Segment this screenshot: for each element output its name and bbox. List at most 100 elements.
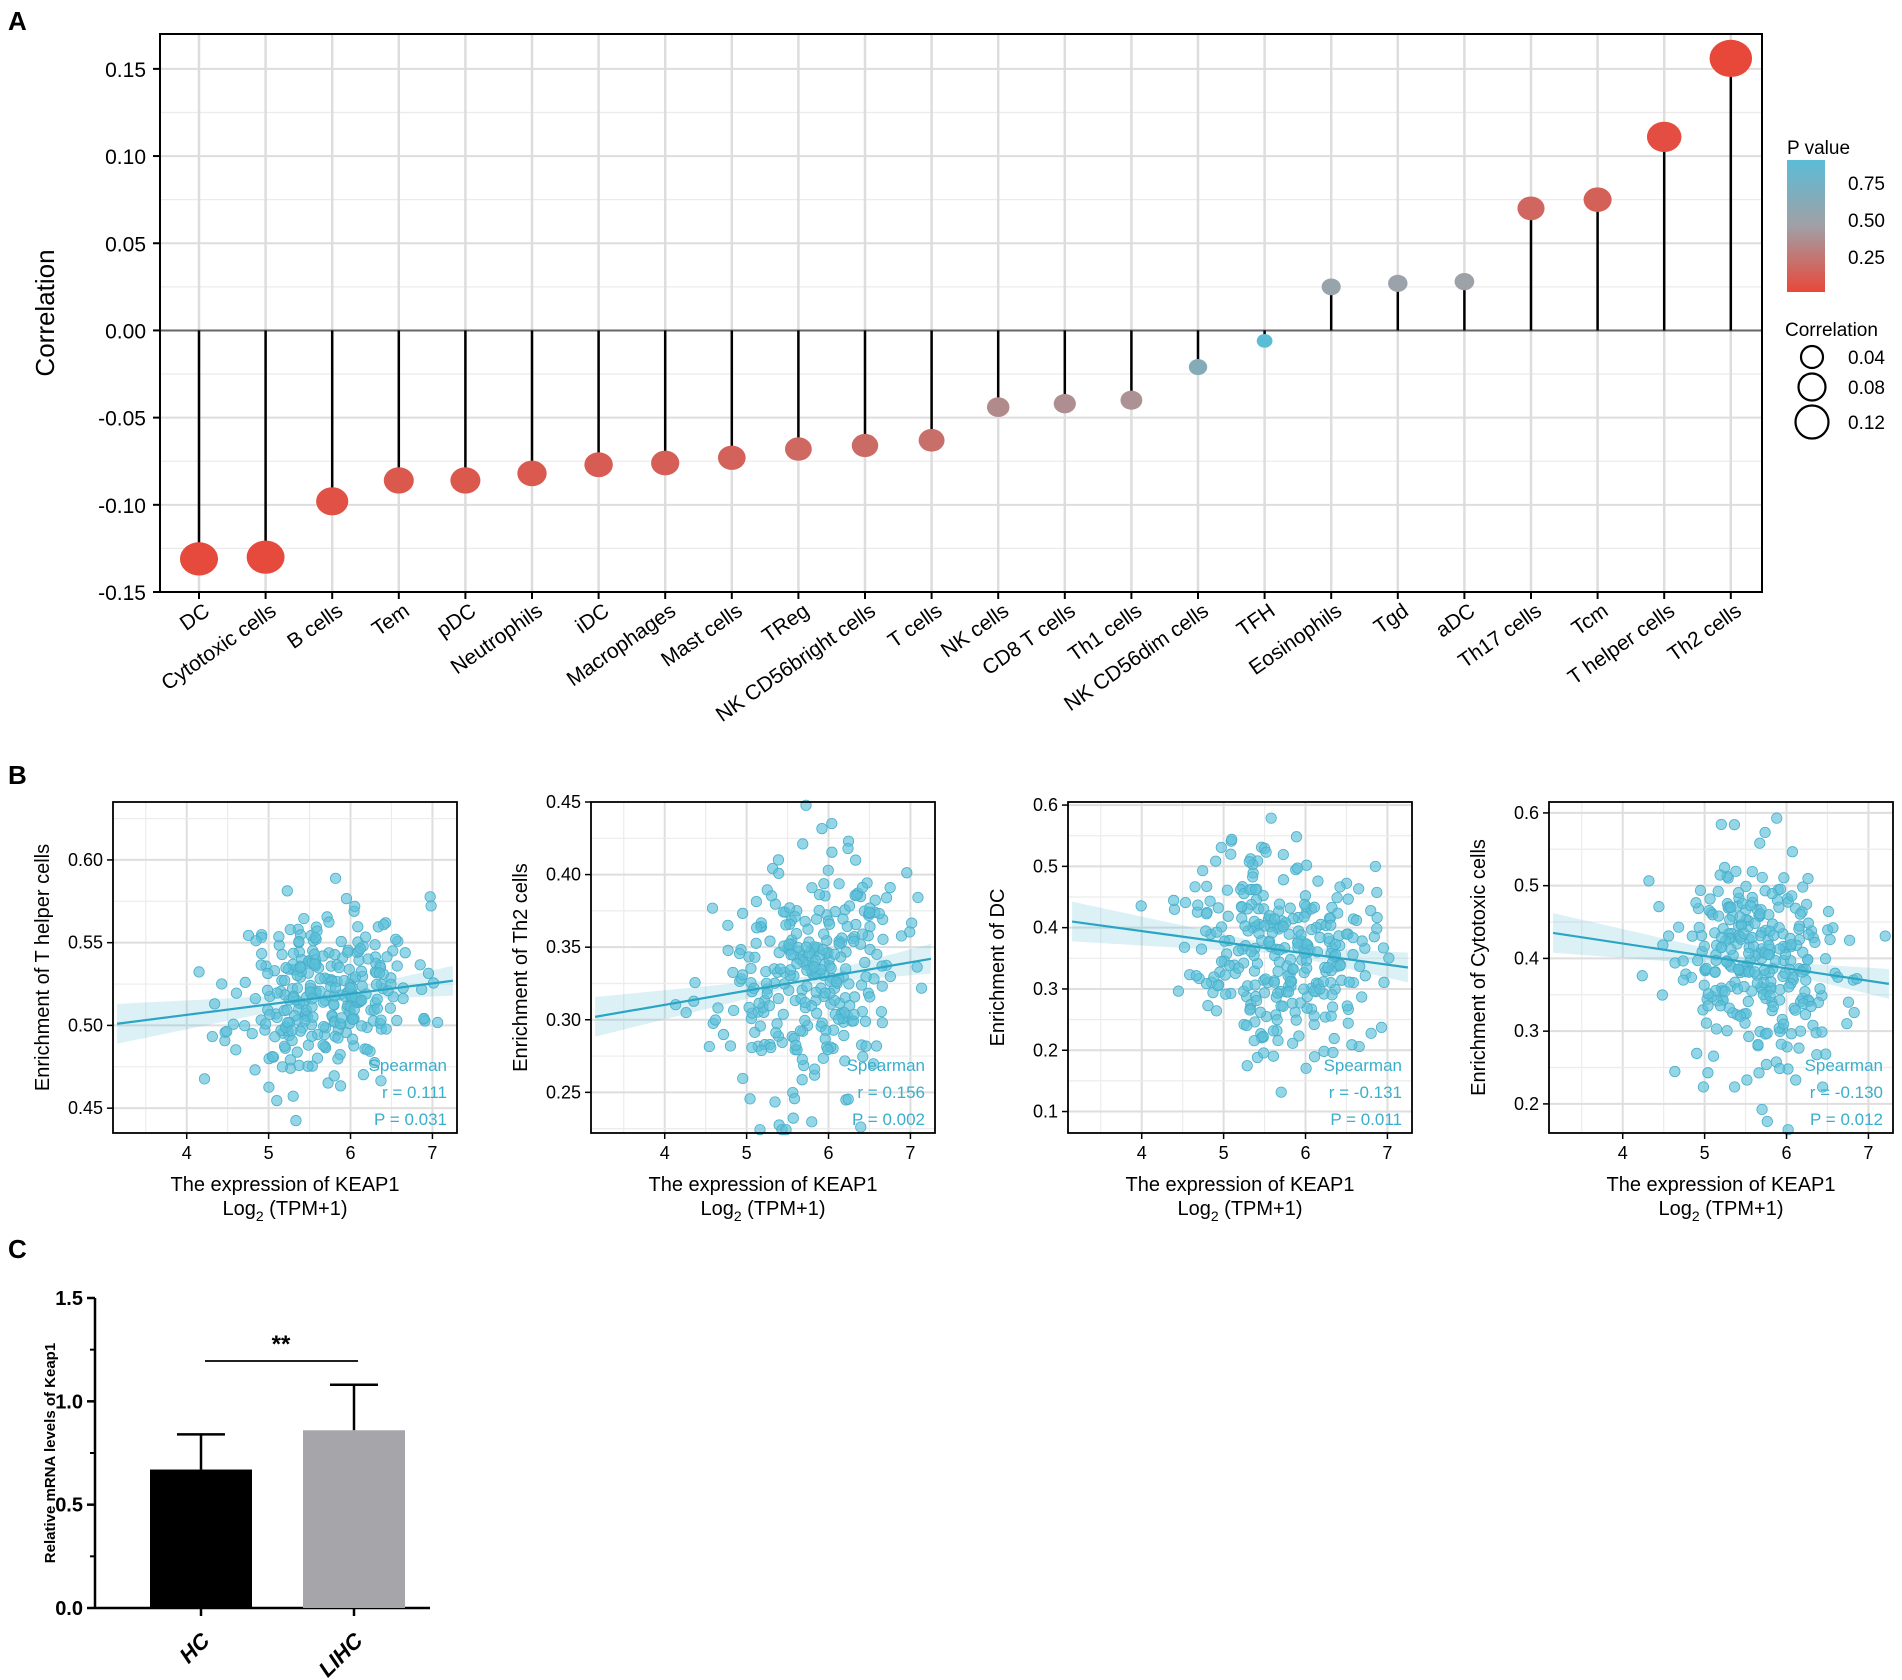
data-point (287, 1090, 299, 1102)
data-point (746, 1041, 758, 1054)
data-point (1298, 911, 1310, 923)
scatter-points (193, 872, 444, 1127)
regression-line (1071, 920, 1409, 969)
data-point (1334, 881, 1346, 893)
data-point (216, 978, 228, 990)
data-point (850, 854, 862, 866)
panel-label-a: A (8, 6, 27, 36)
data-point (1287, 1037, 1299, 1049)
data-point (259, 1018, 272, 1030)
data-point (1785, 939, 1797, 951)
stat-r: r = -0.131 (1329, 1083, 1402, 1102)
x-tick-label: 4 (660, 1143, 670, 1163)
data-point (414, 959, 426, 971)
x-tick-label: DC (176, 599, 214, 635)
data-point (354, 942, 366, 955)
x-axis-label: The expression of KEAP1 (170, 1174, 399, 1196)
data-point (709, 1014, 722, 1026)
data-point (1326, 1001, 1339, 1013)
data-point (1773, 943, 1786, 955)
data-point (1749, 966, 1761, 978)
data-point (1312, 875, 1324, 887)
data-point (1715, 942, 1727, 954)
data-point (1719, 985, 1731, 998)
bar-chart: 0.0 0.5 1.0 1.5 HC LIHC ** Relative mRNA levels… (42, 1288, 430, 1680)
data-point (1732, 887, 1745, 899)
data-point (818, 928, 830, 940)
data-point (1753, 1067, 1765, 1079)
data-point (1293, 1030, 1305, 1042)
data-point (279, 974, 291, 987)
scatter-plot-2: 4 5 6 7 0.25 0.30 0.35 0.40 0.45 Spearman r = 0.15… (510, 792, 936, 1224)
data-point (1306, 923, 1318, 936)
data-point (193, 966, 205, 978)
stat-r: r = 0.156 (857, 1083, 925, 1102)
data-point (915, 982, 928, 994)
data-point (1738, 981, 1750, 993)
data-point (1809, 936, 1821, 948)
data-point (290, 1115, 302, 1127)
data-point (344, 982, 356, 994)
stat-r: r = -0.130 (1810, 1083, 1883, 1102)
data-point (1693, 921, 1705, 934)
data-point (1817, 1081, 1829, 1093)
x-tick-label: 7 (427, 1143, 437, 1163)
data-point (322, 1077, 334, 1089)
data-point (1287, 963, 1299, 975)
data-point (1778, 1018, 1790, 1030)
data-point (797, 838, 809, 850)
data-point (703, 1040, 715, 1053)
data-point (1702, 1067, 1714, 1079)
stat-p: P = 0.031 (374, 1110, 447, 1129)
data-point (1879, 930, 1891, 942)
data-point (724, 1040, 737, 1052)
data-point (733, 947, 746, 960)
data-point (1715, 818, 1727, 831)
data-point (790, 1039, 802, 1051)
lollipop-point (1053, 393, 1076, 414)
y-tick-label: 0.35 (546, 937, 581, 957)
data-point (1643, 875, 1655, 887)
x-axis-unit-sub: 2 (734, 1208, 742, 1224)
data-point (266, 1051, 279, 1063)
data-point (294, 961, 307, 974)
data-point (1253, 927, 1265, 939)
data-point (1827, 922, 1839, 934)
x-tick-label: 4 (182, 1143, 192, 1163)
data-point (1714, 869, 1726, 881)
data-point (1698, 940, 1710, 952)
data-point (1744, 900, 1756, 912)
y-tick-label: -0.10 (98, 495, 146, 518)
data-point (813, 889, 826, 901)
data-point (1178, 941, 1191, 953)
data-point (1342, 893, 1354, 905)
data-point (784, 964, 797, 976)
y-tick-label: 0.10 (105, 146, 146, 169)
x-tick-label: aDC (1432, 599, 1480, 642)
y-tick-label: 0.0 (55, 1598, 83, 1620)
data-point (1317, 976, 1329, 988)
lollipop-point (179, 542, 219, 576)
y-tick-label: 0.2 (1514, 1094, 1539, 1114)
data-point (1277, 921, 1289, 933)
data-point (384, 1002, 396, 1014)
data-point (1244, 1004, 1256, 1016)
data-point (1762, 949, 1774, 961)
lollipop-point (1256, 333, 1273, 348)
data-point (1202, 1000, 1214, 1012)
x-axis-unit-rest: (TPM+1) (1219, 1198, 1303, 1220)
data-point (397, 992, 409, 1005)
data-point (375, 1014, 387, 1026)
data-point (378, 919, 390, 931)
data-point (1212, 902, 1224, 914)
data-point (799, 1014, 811, 1027)
y-tick-label: 0.5 (1033, 856, 1058, 876)
y-tick-label: 0.6 (1514, 803, 1539, 823)
data-point (1284, 975, 1296, 988)
data-point (1842, 996, 1855, 1008)
x-axis-unit-rest: (TPM+1) (742, 1198, 826, 1220)
size-key-label: 0.08 (1848, 378, 1885, 399)
data-point (1220, 988, 1232, 1000)
scatter-points (670, 799, 928, 1136)
